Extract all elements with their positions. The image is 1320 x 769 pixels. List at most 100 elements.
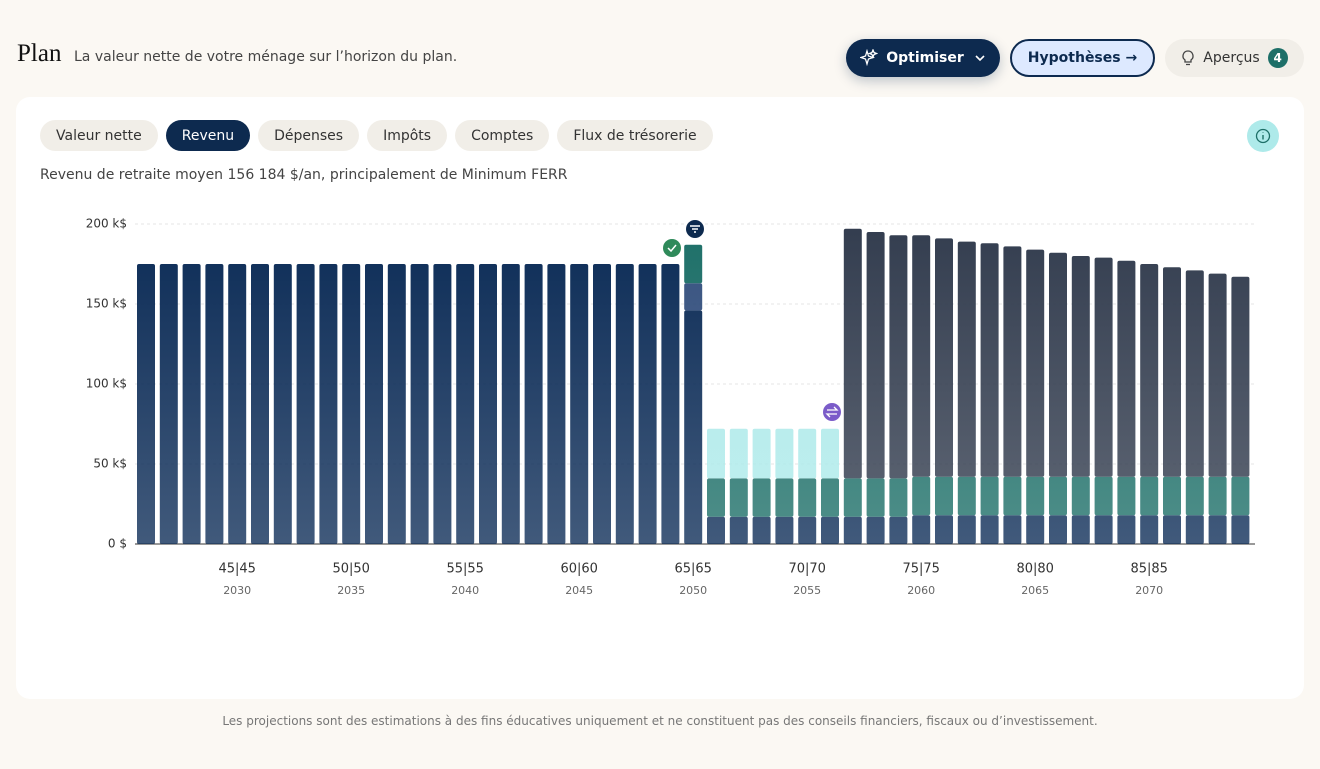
x-tick-year: 2070 — [1135, 584, 1163, 597]
bar-segment — [729, 516, 748, 544]
x-tick-label: 75|75 — [902, 562, 939, 577]
bar-segment — [866, 478, 885, 517]
bar-segment — [1026, 249, 1045, 477]
button-label: Hypothèses → — [1027, 50, 1138, 66]
page-title: Plan — [17, 40, 62, 67]
info-button[interactable] — [1247, 120, 1279, 152]
tab-bar: Valeur nette Revenu Dépenses Impôts Comptes F… — [40, 120, 713, 151]
x-tick-year: 2065 — [1021, 584, 1049, 597]
retirement-icon — [690, 225, 700, 233]
assumptions-button[interactable]: Hypothèses → — [1010, 39, 1155, 77]
info-icon — [1255, 128, 1271, 144]
bar-segment — [707, 478, 725, 517]
bar-segment — [957, 515, 976, 544]
tab[interactable]: Valeur nette — [40, 120, 158, 151]
insights-button[interactable]: Aperçus 4 — [1165, 39, 1304, 77]
bar-segment — [1049, 252, 1067, 477]
bar-segment — [1117, 476, 1136, 516]
switch-icon — [825, 406, 839, 418]
x-tick-label: 70|70 — [788, 562, 825, 577]
switch-marker[interactable] — [823, 403, 841, 421]
tab[interactable]: Comptes — [455, 120, 550, 151]
bar-segment — [410, 264, 429, 544]
bar-segment — [661, 264, 680, 544]
bar-segment — [159, 264, 178, 544]
bar-segment — [1117, 260, 1136, 477]
bar-segment — [342, 264, 361, 544]
bar-segment — [707, 516, 725, 544]
bar-segment — [319, 264, 338, 544]
bar-segment — [1071, 476, 1090, 516]
bar-segment — [1140, 476, 1159, 516]
bar-segment — [228, 264, 247, 544]
bar-segment — [1140, 515, 1159, 544]
chevron-icon — [975, 55, 985, 62]
bar-segment — [1003, 246, 1022, 477]
x-tick-year: 2055 — [793, 584, 821, 597]
bar-segment — [1163, 267, 1181, 477]
bar-segment — [707, 428, 725, 479]
bar-segment — [1003, 515, 1022, 544]
bar-segment — [1185, 515, 1204, 544]
bar-segment — [980, 515, 999, 544]
bar-segment — [1163, 515, 1181, 544]
bar-segment — [1026, 515, 1045, 544]
bar-segment — [843, 516, 862, 544]
bar-segment — [935, 476, 953, 516]
bar-segment — [1094, 476, 1113, 516]
bar-segment — [593, 264, 611, 544]
disclaimer: Les projections sont des estimations à d… — [222, 714, 1098, 728]
tab[interactable]: Impôts — [367, 120, 448, 151]
bar-segment — [980, 476, 999, 516]
check-marker[interactable] — [663, 239, 681, 257]
bar-segment — [1071, 256, 1090, 477]
bar-segment — [821, 516, 839, 544]
bar-segment — [387, 264, 406, 544]
bar-segment — [1231, 515, 1250, 544]
sparkle-icon — [860, 49, 879, 67]
bar-segment — [798, 478, 817, 517]
bar-segment — [1094, 515, 1113, 544]
y-tick-label: 50 k$ — [93, 457, 127, 471]
x-tick-label: 65|65 — [674, 562, 711, 577]
bar-segment — [729, 478, 748, 517]
bar-segment — [889, 516, 908, 544]
bar-segment — [547, 264, 566, 544]
y-tick-label: 200 k$ — [86, 217, 127, 231]
bar-segment — [729, 428, 748, 479]
tab[interactable]: Revenu — [165, 120, 251, 151]
bar-segment — [684, 310, 703, 544]
bar-segment — [251, 264, 269, 544]
tab[interactable]: Flux de trésorerie — [557, 120, 713, 151]
optimize-button[interactable]: Optimiser — [846, 39, 1000, 77]
x-tick-year: 2060 — [907, 584, 935, 597]
bar-segment — [798, 516, 817, 544]
bar-segment — [889, 235, 908, 479]
page-subtitle: La valeur nette de votre ménage sur l’ho… — [74, 49, 458, 65]
x-tick-year: 2040 — [451, 584, 479, 597]
bar-segment — [1140, 264, 1159, 477]
bar-segment — [1208, 515, 1227, 544]
x-tick-year: 2045 — [565, 584, 593, 597]
bar-segment — [775, 478, 794, 517]
bar-segment — [273, 264, 292, 544]
bar-segment — [1071, 515, 1090, 544]
bar-segment — [889, 478, 908, 517]
bar-segment — [638, 264, 657, 544]
bar-segment — [1163, 476, 1181, 516]
bar-segment — [137, 264, 155, 544]
x-tick-label: 60|60 — [560, 562, 597, 577]
bar-segment — [752, 516, 771, 544]
bar-segment — [1208, 273, 1227, 477]
bar-segment — [615, 264, 634, 544]
bar-segment — [501, 264, 520, 544]
x-tick-label: 50|50 — [332, 562, 369, 577]
bar-segment — [957, 476, 976, 516]
bar-segment — [935, 515, 953, 544]
x-tick-label: 80|80 — [1016, 562, 1053, 577]
bar-segment — [570, 264, 589, 544]
x-tick-label: 55|55 — [446, 562, 483, 577]
bar-segment — [1117, 515, 1136, 544]
check-icon — [667, 244, 677, 253]
tab[interactable]: Dépenses — [258, 120, 360, 151]
